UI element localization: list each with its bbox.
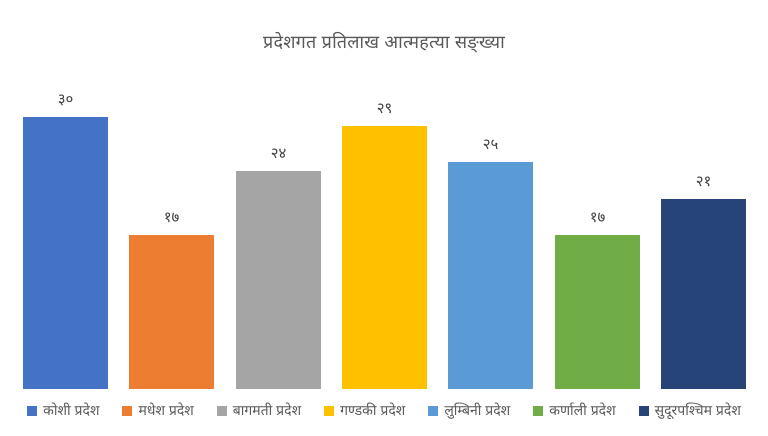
legend-label: लुम्बिनी प्रदेश [444,402,511,418]
bar-1 [23,117,108,389]
chart-title: प्रदेशगत प्रतिलाख आत्महत्या सङ्ख्या [263,32,505,52]
plot-area: ३० १७ २४ २९ २५ १७ २१ [23,91,746,389]
legend-label: गण्डकी प्रदेश [340,402,406,418]
legend-item-7: सुदूरपश्चिम प्रदेश [638,401,741,420]
bar-6 [555,235,640,389]
legend-label: मधेश प्रदेश [138,402,194,418]
legend-label: कर्णाली प्रदेश [549,402,616,418]
legend-swatch-icon [533,405,544,416]
legend-label: सुदूरपश्चिम प्रदेश [654,402,741,418]
legend-item-3: बागमती प्रदेश [216,401,302,420]
legend-item-6: कर्णाली प्रदेश [533,401,616,420]
bar-5 [448,162,533,389]
bar-7 [661,199,746,389]
legend-item-4: गण्डकी प्रदेश [324,401,405,420]
legend-label: कोशी प्रदेश [43,402,100,418]
bar-value-label: २९ [376,100,393,117]
legend-item-5: लुम्बिनी प्रदेश [428,401,510,420]
legend-swatch-icon [216,405,227,416]
bar-value-label: १७ [163,209,180,226]
bar-value-label: १७ [589,209,606,226]
bar-value-label: ३० [57,91,74,108]
legend-item-1: कोशी प्रदेश [27,401,99,420]
legend-swatch-icon [428,405,439,416]
legend-item-2: मधेश प्रदेश [122,401,194,420]
bar-2 [129,235,214,389]
legend-swatch-icon [324,405,335,416]
bar-value-label: २१ [695,173,712,190]
bar-value-label: २४ [270,145,287,162]
bar-4 [342,126,427,389]
legend-label: बागमती प्रदेश [232,402,302,418]
legend-swatch-icon [27,405,38,416]
legend-swatch-icon [122,405,133,416]
bar-3 [236,171,321,389]
chart-legend: कोशी प्रदेश मधेश प्रदेश बागमती प्रदेश गण्डक… [0,401,768,420]
legend-swatch-icon [638,405,649,416]
bar-value-label: २५ [482,136,499,153]
